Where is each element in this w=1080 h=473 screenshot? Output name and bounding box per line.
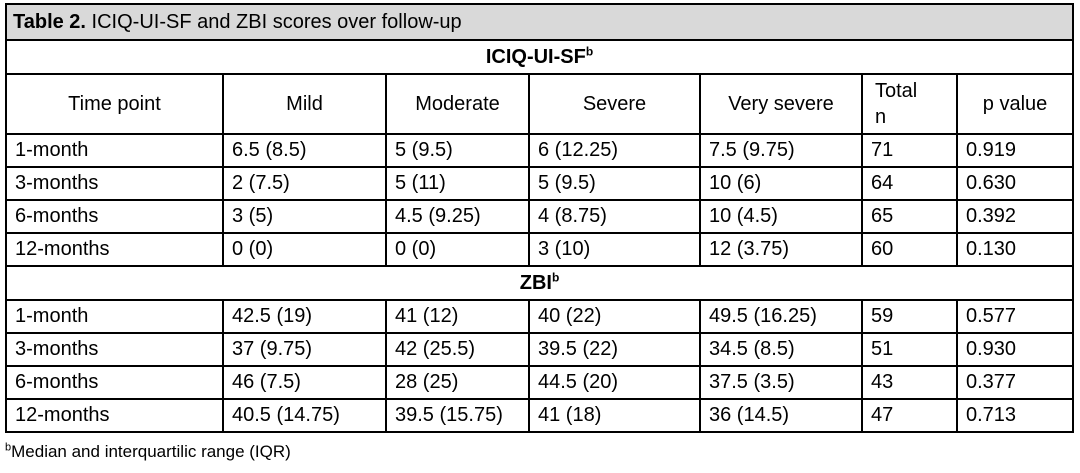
- table-cell: 39.5 (22): [528, 332, 701, 367]
- table-cell: 0.919: [955, 133, 1075, 168]
- column-header-row: Time point Mild Moderate Severe Very sev…: [5, 73, 1075, 135]
- table-cell: 5 (11): [385, 166, 530, 201]
- table-cell: 5 (9.5): [528, 166, 701, 201]
- table-cell: 0.377: [955, 365, 1075, 400]
- table-row: 3-months 2 (7.5) 5 (11) 5 (9.5) 10 (6) 64 0.63…: [5, 166, 1075, 201]
- column-header: Severe: [528, 73, 701, 135]
- table-container: Table 2. ICIQ-UI-SF and ZBI scores over …: [4, 3, 1075, 433]
- column-header: Total n: [861, 73, 958, 135]
- table-cell: 3 (5): [222, 199, 387, 234]
- table-caption: Table 2. ICIQ-UI-SF and ZBI scores over …: [4, 3, 1075, 41]
- table-row: 3-months 37 (9.75) 42 (25.5) 39.5 (22) 34.5 …: [5, 332, 1075, 367]
- table-cell: 34.5 (8.5): [699, 332, 863, 367]
- table-cell: 41 (12): [385, 299, 530, 334]
- footnote-marker: b: [5, 441, 12, 454]
- row-label: 1-month: [5, 299, 224, 334]
- table-cell: 0.577: [955, 299, 1075, 334]
- row-label: 3-months: [5, 332, 224, 367]
- table-cell: 0.713: [955, 398, 1075, 433]
- caption-label: Table 2.: [13, 10, 86, 33]
- table-cell: 46 (7.5): [222, 365, 387, 400]
- row-label: 12-months: [5, 398, 224, 433]
- table-cell: 41 (18): [528, 398, 701, 433]
- table-cell: 49.5 (16.25): [699, 299, 863, 334]
- table-cell: 4 (8.75): [528, 199, 701, 234]
- table-cell: 37 (9.75): [222, 332, 387, 367]
- table-caption-row: Table 2. ICIQ-UI-SF and ZBI scores over …: [4, 3, 1075, 41]
- table-row: 1-month 42.5 (19) 41 (12) 40 (22) 49.5 (16.2…: [5, 299, 1075, 334]
- column-header: Time point: [5, 73, 224, 135]
- table-cell: 42.5 (19): [222, 299, 387, 334]
- column-header-line: Total: [875, 80, 918, 102]
- table-cell: 0.930: [955, 332, 1075, 367]
- table-cell: 51: [861, 332, 958, 367]
- column-header: Very severe: [699, 73, 863, 135]
- table-cell: 40 (22): [528, 299, 701, 334]
- caption-text: ICIQ-UI-SF and ZBI scores over follow-up: [86, 10, 462, 33]
- table-cell: 71: [861, 133, 958, 168]
- table-row: 6-months 46 (7.5) 28 (25) 44.5 (20) 37.5 (3.…: [5, 365, 1075, 400]
- table-cell: 65: [861, 199, 958, 234]
- table-cell: 28 (25): [385, 365, 530, 400]
- table-cell: 39.5 (15.75): [385, 398, 530, 433]
- table-cell: 10 (4.5): [699, 199, 863, 234]
- table-cell: 12 (3.75): [699, 232, 863, 267]
- table-cell: 10 (6): [699, 166, 863, 201]
- table-cell: 0.130: [955, 232, 1075, 267]
- table-row: 6-months 3 (5) 4.5 (9.25) 4 (8.75) 10 (4.5) 6…: [5, 199, 1075, 234]
- table-cell: 37.5 (3.5): [699, 365, 863, 400]
- table-cell: 59: [861, 299, 958, 334]
- section-title: ZBI: [519, 271, 552, 294]
- table-cell: 3 (10): [528, 232, 701, 267]
- section-header-iciq: ICIQ-UI-SFb: [4, 39, 1075, 75]
- row-label: 6-months: [5, 365, 224, 400]
- column-header-line: n: [875, 106, 887, 128]
- section-footnote-marker: b: [585, 43, 594, 58]
- section-footnote-marker: b: [551, 269, 560, 284]
- table-cell: 6 (12.25): [528, 133, 701, 168]
- section-title: ICIQ-UI-SF: [485, 45, 586, 68]
- table-cell: 0 (0): [385, 232, 530, 267]
- table-cell: 2 (7.5): [222, 166, 387, 201]
- table-cell: 6.5 (8.5): [222, 133, 387, 168]
- table-cell: 43: [861, 365, 958, 400]
- row-label: 1-month: [5, 133, 224, 168]
- table-row: 12-months 0 (0) 0 (0) 3 (10) 12 (3.75) 60 0.13…: [5, 232, 1075, 267]
- table-cell: 60: [861, 232, 958, 267]
- table-cell: 44.5 (20): [528, 365, 701, 400]
- column-header: Mild: [222, 73, 387, 135]
- footnote-text: Median and interquartilic range (IQR): [11, 442, 291, 461]
- table-cell: 4.5 (9.25): [385, 199, 530, 234]
- table-cell: 36 (14.5): [699, 398, 863, 433]
- table-row: 12-months 40.5 (14.75) 39.5 (15.75) 41 (18)…: [5, 398, 1075, 433]
- row-label: 3-months: [5, 166, 224, 201]
- scores-table: Table 2. ICIQ-UI-SF and ZBI scores over …: [4, 3, 1075, 433]
- table-cell: 7.5 (9.75): [699, 133, 863, 168]
- section-header-zbi: ZBIb: [4, 265, 1075, 301]
- table-cell: 64: [861, 166, 958, 201]
- table-cell: 0.630: [955, 166, 1075, 201]
- column-header: p value: [955, 73, 1075, 135]
- table-cell: 0 (0): [222, 232, 387, 267]
- table-footnote: bMedian and interquartilic range (IQR): [5, 442, 291, 462]
- row-label: 12-months: [5, 232, 224, 267]
- table-cell: 47: [861, 398, 958, 433]
- column-header: Moderate: [385, 73, 530, 135]
- table-cell: 0.392: [955, 199, 1075, 234]
- table-cell: 42 (25.5): [385, 332, 530, 367]
- table-cell: 5 (9.5): [385, 133, 530, 168]
- table-row: 1-month 6.5 (8.5) 5 (9.5) 6 (12.25) 7.5 (9.7…: [5, 133, 1075, 168]
- table-cell: 40.5 (14.75): [222, 398, 387, 433]
- row-label: 6-months: [5, 199, 224, 234]
